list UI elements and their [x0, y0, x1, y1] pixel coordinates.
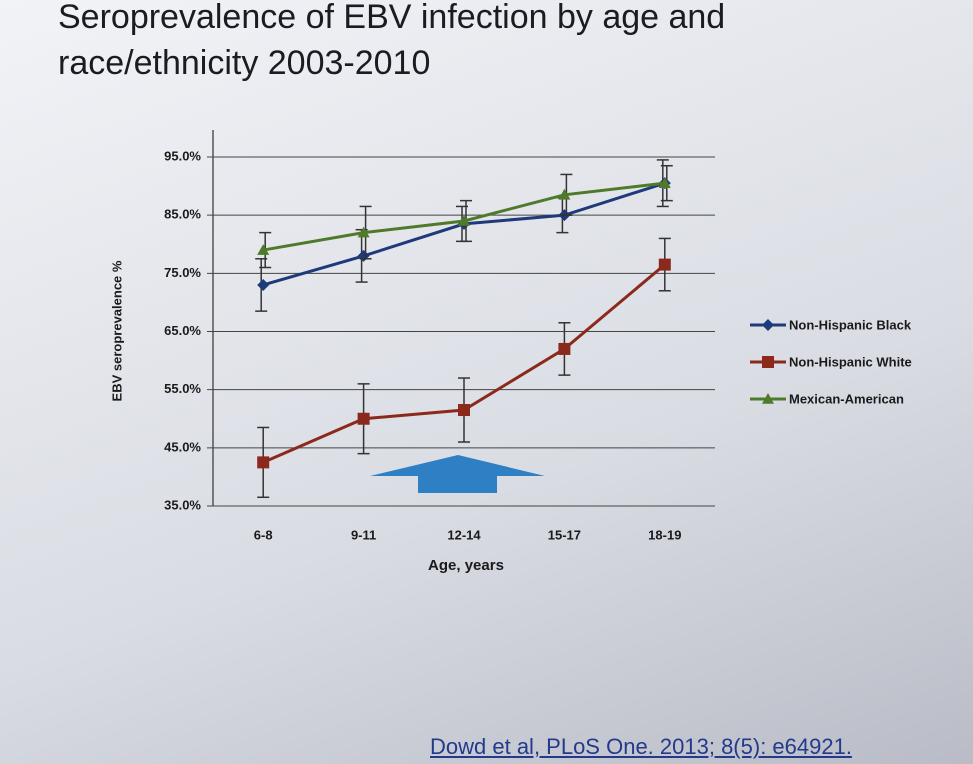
marker: [458, 214, 470, 226]
y-tick-label: 55.0%: [164, 381, 201, 396]
marker: [357, 226, 370, 238]
x-tick-label: 18-19: [648, 527, 681, 542]
y-tick-label: 95.0%: [164, 148, 201, 163]
marker: [357, 249, 370, 262]
legend-label: Non-Hispanic White: [789, 354, 912, 369]
marker: [257, 278, 270, 291]
y-tick-label: 45.0%: [164, 439, 201, 454]
arrow: [370, 455, 545, 493]
marker: [658, 258, 671, 271]
legend-label: Non-Hispanic Black: [789, 317, 912, 332]
x-tick-label: 9-11: [351, 527, 376, 542]
marker: [458, 404, 470, 417]
x-tick-label: 15-17: [548, 527, 581, 542]
y-tick-label: 35.0%: [164, 497, 201, 512]
y-tick-label: 75.0%: [164, 265, 201, 280]
chart-title: Seroprevalence of EBV infection by age a…: [58, 0, 726, 82]
x-tick-label: 12-14: [447, 527, 481, 542]
y-axis-label: EBV seroprevalence %: [109, 260, 124, 401]
marker: [558, 342, 571, 355]
y-tick-label: 65.0%: [164, 323, 201, 338]
x-tick-label: 6-8: [254, 527, 273, 542]
marker: [658, 177, 671, 188]
chart: EBV seroprevalence % Age, years 35.0% 45.…: [109, 130, 912, 574]
marker: [762, 319, 774, 331]
y-tick-label: 85.0%: [164, 207, 201, 222]
series-line: [262, 181, 666, 287]
x-axis-label: Age, years: [428, 557, 504, 574]
citation: Dowd et al, PLoS One. 2013; 8(5): e64921…: [430, 734, 852, 759]
marker: [762, 393, 774, 404]
legend-label: Mexican-American: [789, 391, 904, 406]
marker: [762, 356, 774, 368]
marker: [257, 244, 270, 255]
marker: [257, 456, 270, 469]
marker: [357, 412, 370, 425]
marker: [558, 188, 571, 200]
